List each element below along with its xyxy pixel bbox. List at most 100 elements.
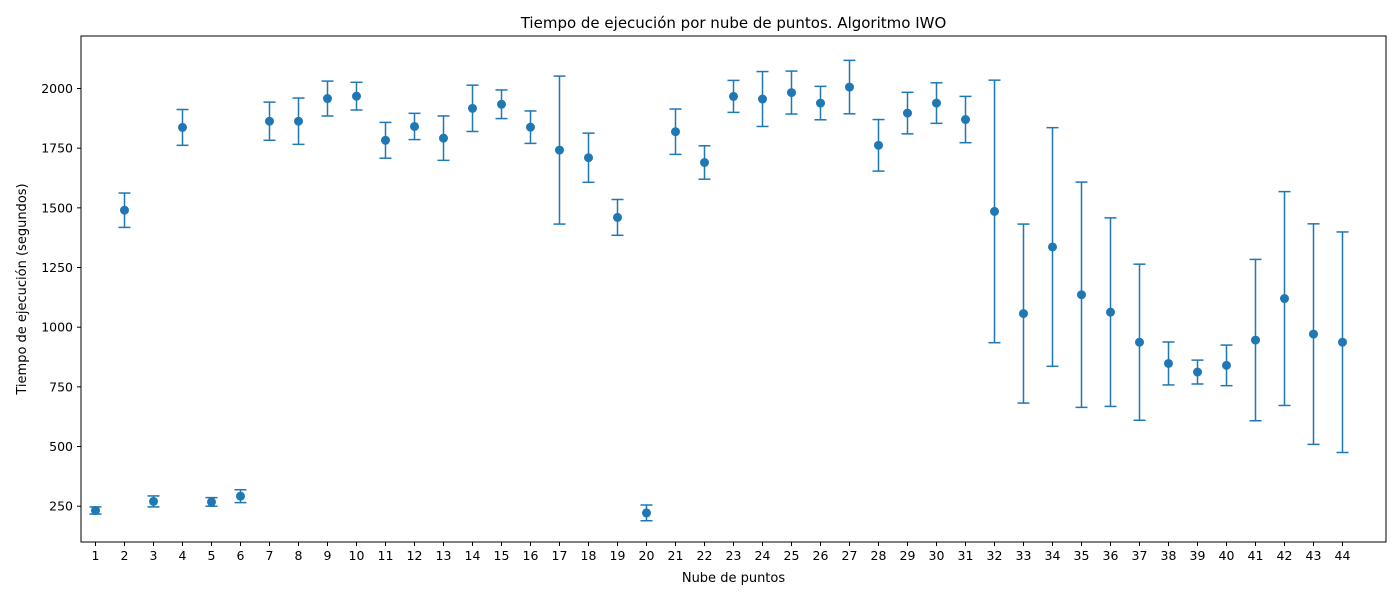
data-point xyxy=(584,153,593,163)
data-point xyxy=(439,133,448,143)
data-point xyxy=(323,94,332,104)
data-point xyxy=(526,122,535,132)
x-tick-label: 44 xyxy=(1335,548,1351,563)
data-point xyxy=(207,497,216,507)
x-tick-label: 38 xyxy=(1161,548,1177,563)
data-point xyxy=(468,103,477,113)
data-point xyxy=(265,116,274,126)
x-tick-label: 33 xyxy=(1016,548,1032,563)
data-point xyxy=(294,116,303,126)
data-point xyxy=(1077,290,1086,300)
data-point xyxy=(845,82,854,92)
x-tick-label: 40 xyxy=(1219,548,1235,563)
x-tick-label: 39 xyxy=(1190,548,1206,563)
data-point xyxy=(903,108,912,118)
data-point xyxy=(700,158,709,167)
data-point xyxy=(1048,242,1057,252)
y-tick-label: 250 xyxy=(49,499,73,514)
data-point xyxy=(787,88,796,98)
data-point xyxy=(381,135,390,145)
data-point xyxy=(1309,329,1318,339)
y-axis-label: Tiempo de ejecución (segundos) xyxy=(15,183,30,395)
x-tick-label: 41 xyxy=(1248,548,1264,563)
x-tick-label: 3 xyxy=(150,548,158,563)
data-point xyxy=(758,94,767,104)
x-tick-label: 42 xyxy=(1277,548,1293,563)
x-tick-label: 43 xyxy=(1306,548,1322,563)
data-point xyxy=(410,121,419,131)
data-point xyxy=(1222,360,1231,370)
y-tick-label: 1750 xyxy=(41,141,73,156)
data-point xyxy=(642,508,651,518)
x-tick-label: 20 xyxy=(639,548,655,563)
x-tick-label: 6 xyxy=(237,548,245,563)
y-tick-label: 2000 xyxy=(41,81,73,96)
x-tick-label: 28 xyxy=(871,548,887,563)
data-point xyxy=(497,99,506,109)
x-tick-label: 27 xyxy=(842,548,858,563)
y-tick-label: 500 xyxy=(49,439,73,454)
x-tick-label: 1 xyxy=(92,548,100,563)
x-tick-label: 26 xyxy=(813,548,829,563)
chart-title: Tiempo de ejecución por nube de puntos. … xyxy=(520,14,947,32)
data-point xyxy=(671,127,680,137)
x-axis-label: Nube de puntos xyxy=(682,571,786,586)
data-point xyxy=(1164,358,1173,368)
data-point xyxy=(729,91,738,101)
y-tick-label: 750 xyxy=(49,379,73,394)
x-tick-label: 9 xyxy=(324,548,332,563)
x-tick-label: 21 xyxy=(668,548,684,563)
x-tick-label: 16 xyxy=(523,548,539,563)
x-tick-label: 29 xyxy=(900,548,916,563)
x-tick-label: 19 xyxy=(610,548,626,563)
data-point xyxy=(613,212,622,222)
x-tick-label: 7 xyxy=(266,548,274,563)
x-tick-label: 35 xyxy=(1074,548,1090,563)
x-tick-label: 11 xyxy=(378,548,394,563)
data-point xyxy=(1019,309,1028,319)
y-tick-label: 1000 xyxy=(41,320,73,335)
x-tick-label: 34 xyxy=(1045,548,1061,563)
x-tick-label: 31 xyxy=(958,548,974,563)
data-point xyxy=(91,505,100,515)
data-point xyxy=(149,496,158,506)
x-tick-label: 12 xyxy=(407,548,423,563)
data-point xyxy=(178,122,187,132)
x-tick-label: 18 xyxy=(581,548,597,563)
data-point xyxy=(932,98,941,108)
x-tick-label: 14 xyxy=(465,548,481,563)
x-tick-label: 37 xyxy=(1132,548,1148,563)
x-tick-label: 8 xyxy=(295,548,303,563)
x-tick-label: 15 xyxy=(494,548,510,563)
data-point xyxy=(816,98,825,108)
y-tick-label: 1250 xyxy=(41,260,73,275)
data-point xyxy=(555,145,564,155)
data-point xyxy=(1106,307,1115,317)
x-tick-label: 30 xyxy=(929,548,945,563)
data-point xyxy=(1193,367,1202,377)
x-tick-label: 4 xyxy=(179,548,187,563)
data-point xyxy=(990,206,999,216)
x-tick-label: 2 xyxy=(121,548,129,563)
data-point xyxy=(120,205,129,215)
x-tick-label: 32 xyxy=(987,548,1003,563)
data-point xyxy=(352,91,361,101)
data-point xyxy=(874,140,883,150)
x-tick-label: 24 xyxy=(755,548,771,563)
data-point xyxy=(1251,335,1260,345)
data-point xyxy=(961,115,970,125)
x-tick-label: 13 xyxy=(436,548,452,563)
x-tick-label: 22 xyxy=(697,548,713,563)
x-tick-label: 10 xyxy=(349,548,365,563)
data-point xyxy=(1135,337,1144,347)
x-tick-label: 23 xyxy=(726,548,742,563)
x-tick-label: 36 xyxy=(1103,548,1119,563)
x-tick-label: 25 xyxy=(784,548,800,563)
x-tick-label: 17 xyxy=(552,548,568,563)
data-point xyxy=(236,491,245,501)
x-tick-label: 5 xyxy=(208,548,216,563)
data-point xyxy=(1280,294,1289,304)
data-point xyxy=(1338,337,1347,347)
